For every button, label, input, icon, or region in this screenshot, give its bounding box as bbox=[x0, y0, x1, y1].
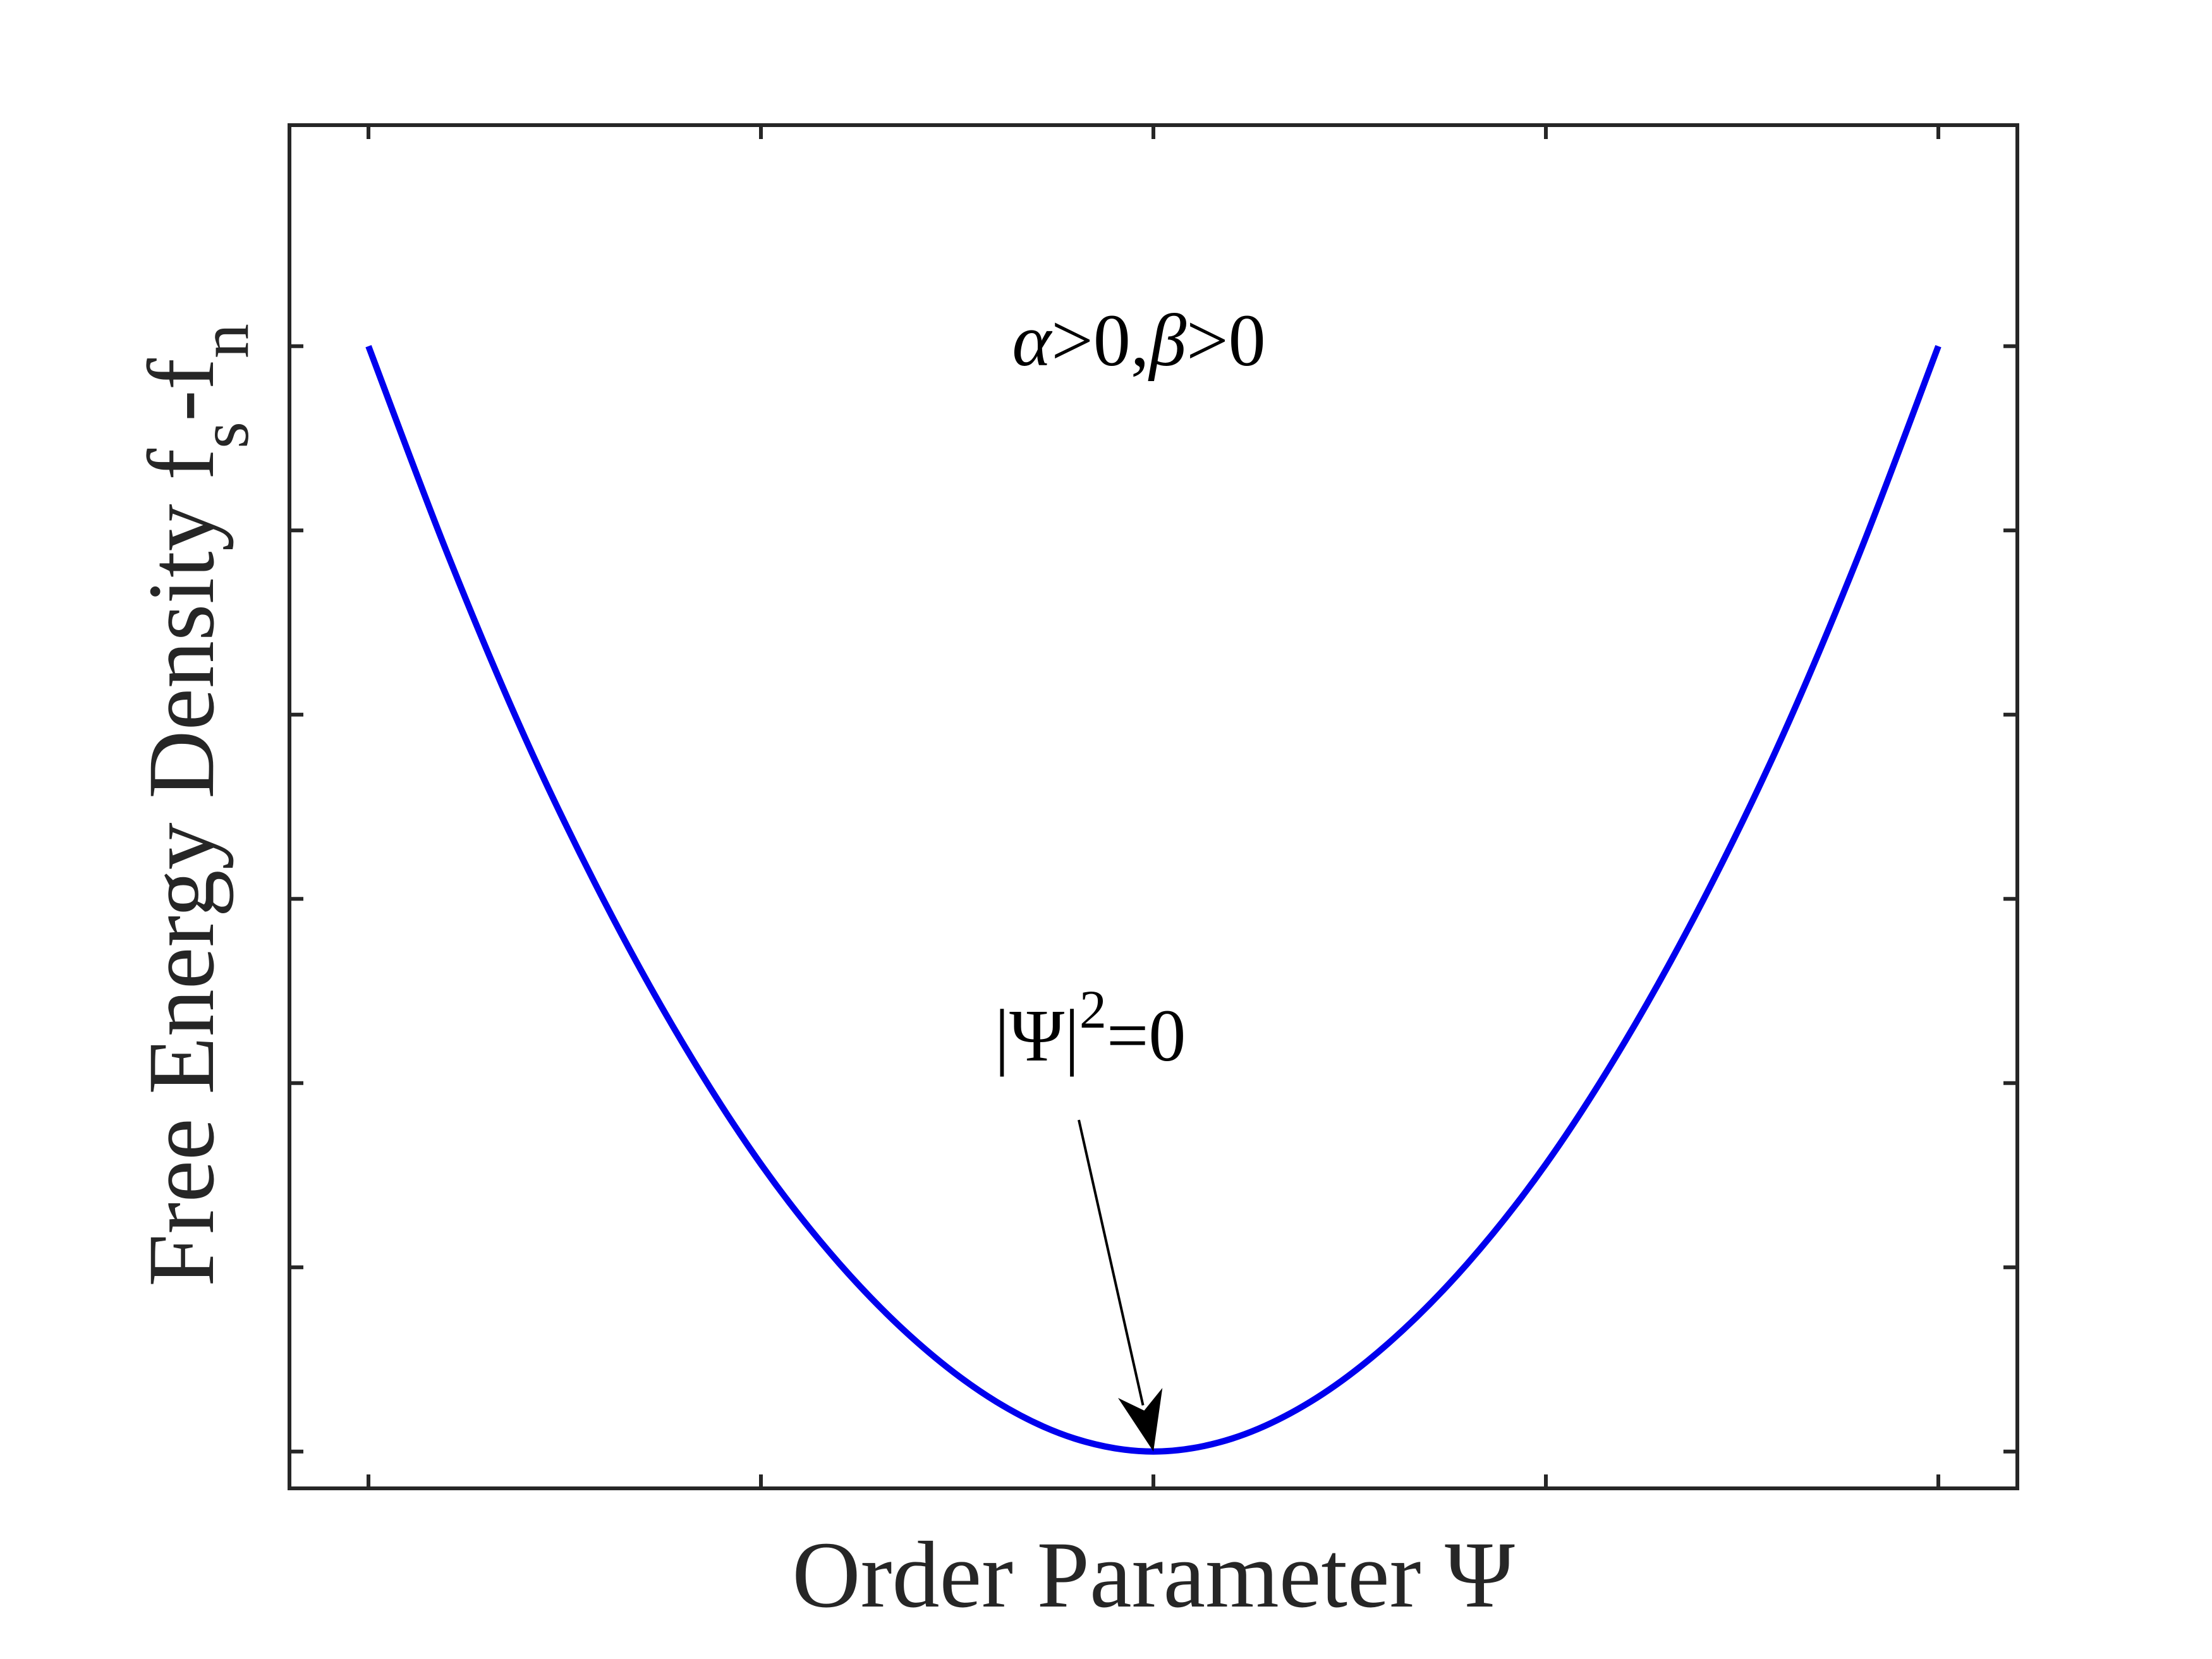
condition-annotation: α>0,β>0 bbox=[1012, 299, 1265, 382]
axis-ticks bbox=[289, 125, 2017, 1488]
y-axis-label: Free Energy Density fs-fn bbox=[129, 324, 263, 1287]
annotation-arrow-shaft bbox=[1078, 1119, 1145, 1406]
alpha-symbol: α bbox=[1012, 299, 1052, 382]
y-axis-label-mid: -f bbox=[129, 358, 234, 422]
condition-relation-1: >0, bbox=[1051, 299, 1149, 382]
axes-frame bbox=[288, 123, 2019, 1490]
minimum-annotation: |Ψ|2=0 bbox=[995, 979, 1186, 1077]
plot-area bbox=[288, 123, 2019, 1490]
minimum-annotation-sup: 2 bbox=[1079, 979, 1107, 1040]
minimum-annotation-rest: =0 bbox=[1107, 994, 1186, 1077]
minimum-annotation-base: |Ψ| bbox=[995, 994, 1079, 1077]
annotation-arrowhead bbox=[1118, 1388, 1163, 1452]
condition-relation-2: >0 bbox=[1186, 299, 1266, 382]
x-axis-label: Order Parameter Ψ bbox=[792, 1522, 1515, 1627]
annotation-arrow-layer bbox=[1078, 1119, 1163, 1452]
beta-symbol: β bbox=[1148, 299, 1186, 382]
y-axis-label-sub1: s bbox=[186, 422, 263, 449]
y-axis-label-main: Free Energy Density f bbox=[129, 449, 234, 1287]
y-axis-label-sub2: n bbox=[186, 324, 263, 358]
